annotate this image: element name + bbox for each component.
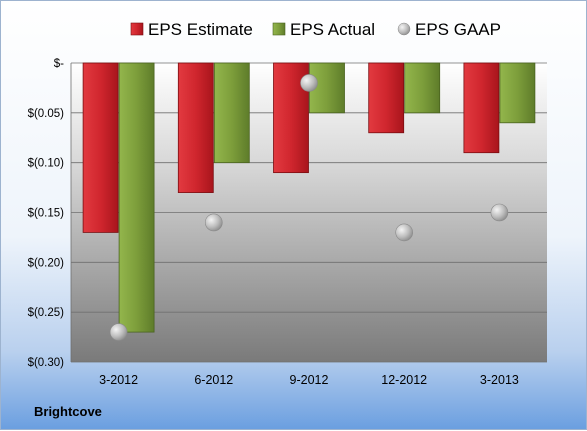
y-tick-label: $- bbox=[54, 58, 64, 70]
legend-label: EPS Actual bbox=[290, 20, 375, 39]
eps-gaap-marker bbox=[300, 74, 318, 92]
y-tick-label: $(0.10) bbox=[28, 158, 65, 170]
company-label: Brightcove bbox=[34, 404, 102, 419]
eps-gaap-marker bbox=[490, 203, 509, 222]
gaap-markers bbox=[109, 74, 509, 341]
y-tick-label: $(0.30) bbox=[28, 357, 65, 369]
eps-estimate-bar bbox=[368, 62, 405, 134]
x-category-label: 9-2012 bbox=[290, 373, 329, 387]
eps-actual-bar bbox=[118, 62, 155, 333]
y-tick-label: $(0.20) bbox=[28, 257, 65, 269]
legend-actual-swatch bbox=[272, 22, 286, 36]
x-category-label: 12-2012 bbox=[381, 373, 427, 387]
x-category-label: 3-2012 bbox=[99, 373, 138, 387]
legend-estimate-swatch bbox=[130, 22, 144, 36]
eps-actual-bar bbox=[213, 62, 250, 164]
eps-gaap-marker bbox=[395, 223, 414, 242]
y-tick-label: $(0.05) bbox=[28, 108, 65, 120]
bars bbox=[82, 62, 536, 333]
eps-estimate-bar bbox=[177, 62, 214, 193]
x-axis-categories: 3-2012 6-2012 9-2012 12-2012 3-2013 bbox=[99, 373, 519, 387]
eps-estimate-bar bbox=[82, 62, 119, 233]
legend-gaap-swatch bbox=[397, 22, 411, 36]
eps-actual-bar bbox=[499, 62, 536, 124]
eps-gaap-marker bbox=[109, 323, 128, 341]
legend-label: EPS Estimate bbox=[148, 20, 253, 39]
eps-actual-bar bbox=[404, 62, 441, 114]
x-category-label: 3-2013 bbox=[480, 373, 519, 387]
y-tick-label: $(0.15) bbox=[28, 208, 65, 220]
x-category-label: 6-2012 bbox=[194, 373, 233, 387]
legend: EPS Estimate EPS Actual EPS GAAP bbox=[130, 20, 501, 39]
eps-estimate-bar bbox=[463, 62, 500, 154]
y-tick-label: $(0.25) bbox=[28, 307, 65, 319]
legend-label: EPS GAAP bbox=[415, 20, 501, 39]
eps-gaap-marker bbox=[205, 213, 223, 232]
y-axis-ticks: $- $(0.05) $(0.10) $(0.15) $(0.20) $(0.25) $(0… bbox=[28, 58, 65, 369]
